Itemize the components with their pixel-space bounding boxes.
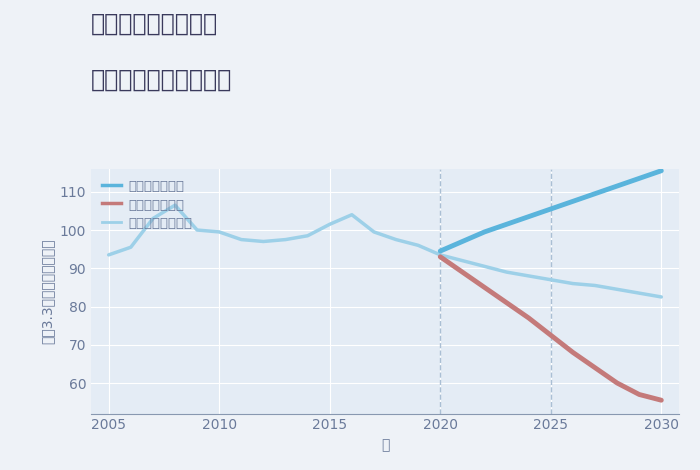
Text: 中古戸建ての価格推移: 中古戸建ての価格推移 [91,68,232,92]
Legend: グッドシナリオ, バッドシナリオ, ノーマルシナリオ: グッドシナリオ, バッドシナリオ, ノーマルシナリオ [97,175,196,234]
Y-axis label: 坪（3.3㎡）単価（万円）: 坪（3.3㎡）単価（万円） [40,238,54,344]
X-axis label: 年: 年 [381,438,389,452]
Text: 兵庫県姫路市楠町の: 兵庫県姫路市楠町の [91,12,218,36]
